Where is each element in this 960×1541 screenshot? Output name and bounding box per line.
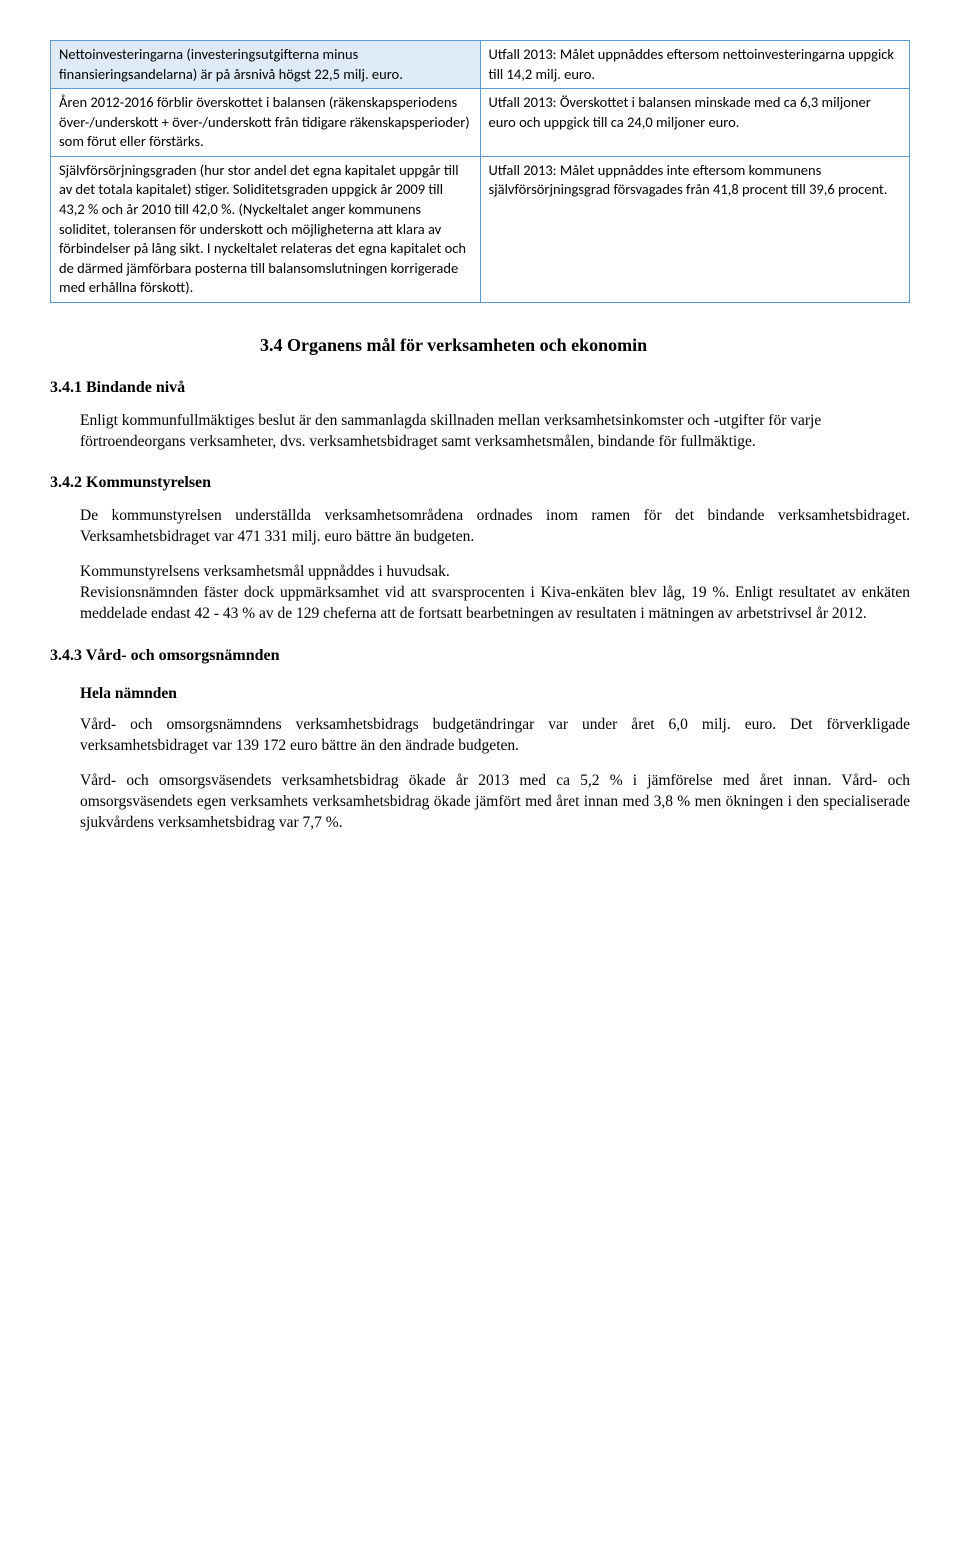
sub-3-4-2-heading: 3.4.2 Kommunstyrelsen (50, 472, 910, 494)
cell-right-2: Utfall 2013: Målet uppnåddes inte efters… (480, 156, 910, 302)
cell-left-2: Självförsörjningsgraden (hur stor andel … (51, 156, 481, 302)
sub-3-4-1-heading: 3.4.1 Bindande nivå (50, 377, 910, 399)
goals-table: Nettoinvesteringarna (investeringsutgift… (50, 40, 910, 303)
cell-right-0: Utfall 2013: Målet uppnåddes eftersom ne… (480, 41, 910, 89)
sub-3-4-3-subheading: Hela nämnden (80, 684, 910, 705)
sub-3-4-2-p1: De kommunstyrelsen underställda verksamh… (80, 506, 910, 548)
table-row: Självförsörjningsgraden (hur stor andel … (51, 156, 910, 302)
section-3-4-heading: 3.4 Organens mål för verksamheten och ek… (260, 333, 910, 357)
sub-3-4-2-p3: Revisionsnämnden fäster dock uppmärksamh… (80, 583, 910, 625)
sub-3-4-3-p1: Vård- och omsorgsnämndens verksamhetsbid… (80, 715, 910, 757)
cell-left-0: Nettoinvesteringarna (investeringsutgift… (51, 41, 481, 89)
sub-3-4-3-heading: 3.4.3 Vård- och omsorgsnämnden (50, 645, 910, 667)
cell-right-1: Utfall 2013: Överskottet i balansen mins… (480, 89, 910, 157)
table-row: Nettoinvesteringarna (investeringsutgift… (51, 41, 910, 89)
sub-3-4-1-p1: Enligt kommunfullmäktiges beslut är den … (80, 411, 910, 453)
table-row: Åren 2012-2016 förblir överskottet i bal… (51, 89, 910, 157)
sub-3-4-2-p2: Kommunstyrelsens verksamhetsmål uppnådde… (80, 562, 910, 583)
cell-left-1: Åren 2012-2016 förblir överskottet i bal… (51, 89, 481, 157)
sub-3-4-3-p2: Vård- och omsorgsväsendets verksamhetsbi… (80, 771, 910, 834)
